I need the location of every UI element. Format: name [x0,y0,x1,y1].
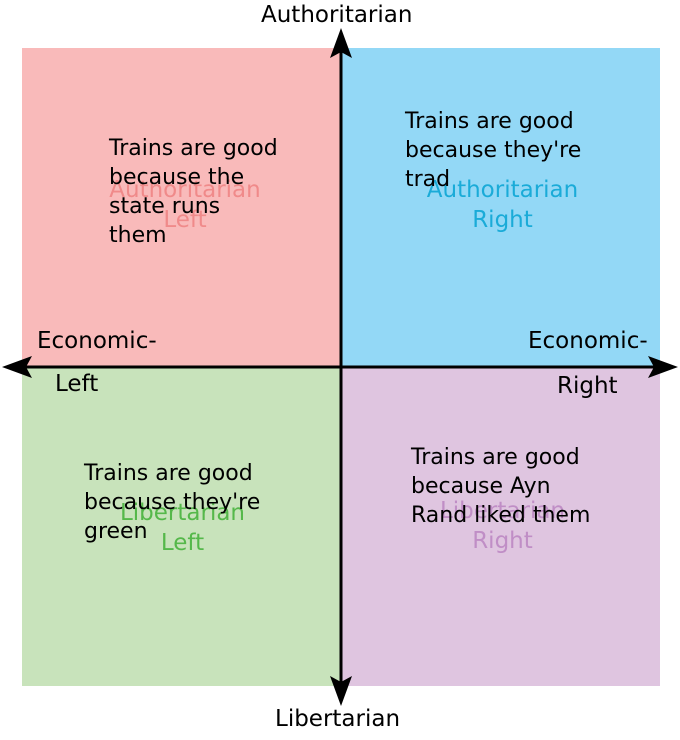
axis-label-bottom: Libertarian [275,706,401,732]
quadrant-libertarian-left [22,367,341,686]
quadrant-authoritarian-left [22,48,341,367]
axis-label-left-1: Economic- [37,328,157,354]
note-authoritarian-left: Trains are good because the state runs t… [109,136,278,248]
axis-label-top: Authoritarian [261,2,413,28]
quadrant-label-authoritarian-right: Authoritarian Right [426,177,579,233]
note-authoritarian-right: Trains are good because they're trad [405,109,582,192]
arrow-down-icon [330,676,352,706]
quadrant-label-libertarian-left: Libertarian Left [119,500,246,556]
quadrant-authoritarian-right [341,48,660,367]
note-libertarian-right: Trains are good because Ayn Rand liked t… [411,445,591,528]
quadrant-libertarian-right [341,367,660,686]
arrow-up-icon [330,28,352,58]
axis-label-left-2: Left [55,371,99,397]
note-libertarian-left: Trains are good because they're green [84,461,261,544]
quadrant-label-authoritarian-left: Authoritarian Left [109,177,261,233]
axis-label-right-1: Economic- [528,328,648,354]
axis-label-right-2: Right [557,373,618,399]
arrow-left-icon [2,356,32,378]
quadrant-label-libertarian-right: Libertarian Right [439,498,566,554]
arrow-right-icon [648,356,678,378]
